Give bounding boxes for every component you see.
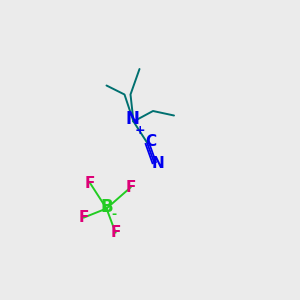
Text: F: F [125,180,136,195]
Text: N: N [126,110,140,128]
Text: B: B [100,198,113,216]
Text: N: N [152,156,164,171]
Text: F: F [110,225,121,240]
Text: +: + [135,124,146,137]
Text: F: F [85,176,95,190]
Text: F: F [79,210,89,225]
Text: -: - [111,208,117,221]
Text: C: C [145,134,156,148]
